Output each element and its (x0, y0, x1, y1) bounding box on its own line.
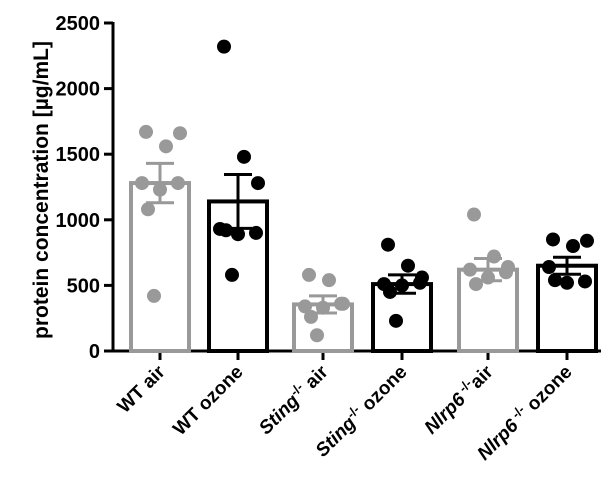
y-tick-label: 1000 (56, 210, 101, 232)
category-label: Sting-/- air (253, 359, 333, 439)
category-label: WT ozone (169, 362, 247, 440)
data-point (389, 313, 403, 328)
data-point (542, 260, 556, 275)
data-point (467, 207, 481, 222)
bar-group (129, 124, 191, 353)
data-point (322, 273, 336, 288)
data-point (401, 258, 415, 273)
y-tick-label: 0 (89, 341, 100, 363)
data-point (560, 275, 574, 290)
data-point (147, 288, 161, 303)
bar-group (457, 207, 519, 354)
category-label-part: WT air (114, 361, 170, 417)
data-point (469, 277, 483, 292)
y-tick-label: 2000 (56, 79, 101, 101)
data-point (139, 124, 153, 139)
data-point (566, 239, 580, 254)
bar-group (207, 39, 269, 353)
plot-layer (129, 39, 598, 354)
data-point (499, 265, 513, 280)
bar (129, 181, 191, 353)
axis-layer: 0 500 1000 1500 2000 2500 (56, 13, 601, 363)
data-point (302, 267, 316, 282)
data-point (298, 299, 312, 314)
data-point (153, 182, 167, 197)
data-point (141, 202, 155, 217)
data-point (381, 237, 395, 252)
category-label: Nlrp6 -/-air (418, 359, 498, 439)
y-axis-title: protein concentration [µg/mL] (30, 41, 53, 339)
data-point (548, 273, 562, 288)
data-point (580, 233, 594, 248)
data-point (395, 278, 409, 293)
data-point (316, 300, 330, 315)
data-point (413, 275, 427, 290)
data-point (231, 227, 245, 242)
data-point (383, 284, 397, 299)
bar-group (292, 267, 354, 354)
data-point (135, 176, 149, 191)
data-point (217, 39, 231, 54)
data-point (578, 274, 592, 289)
data-point (237, 149, 251, 164)
bar-group (371, 237, 433, 354)
category-label-part: ozone (354, 362, 411, 419)
data-point (310, 328, 324, 343)
category-label-part: ozone (519, 362, 576, 419)
data-point (219, 223, 233, 238)
y-tick-label: 2500 (56, 13, 101, 35)
data-point (546, 232, 560, 247)
data-point (334, 296, 348, 311)
y-tick-label: 500 (67, 275, 100, 297)
bar-group (536, 232, 598, 353)
data-point (249, 225, 263, 240)
data-point (159, 139, 173, 154)
data-point (463, 262, 477, 277)
data-point (487, 249, 501, 264)
category-label: WT air (114, 361, 170, 417)
data-point (481, 270, 495, 285)
data-point (171, 176, 185, 191)
data-point (225, 267, 239, 282)
data-point (251, 176, 265, 191)
data-point (173, 126, 187, 141)
data-point (304, 309, 318, 324)
category-label-part: WT ozone (169, 362, 247, 440)
y-tick-label: 1500 (56, 144, 101, 166)
